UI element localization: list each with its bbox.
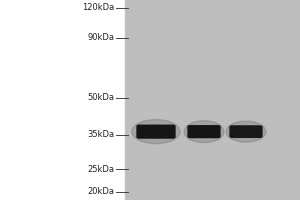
FancyBboxPatch shape bbox=[136, 125, 176, 139]
FancyBboxPatch shape bbox=[188, 125, 221, 138]
Ellipse shape bbox=[184, 121, 224, 143]
Ellipse shape bbox=[132, 120, 180, 144]
Text: 25kDa: 25kDa bbox=[87, 165, 114, 174]
Ellipse shape bbox=[226, 121, 266, 142]
Text: 50kDa: 50kDa bbox=[87, 93, 114, 102]
FancyBboxPatch shape bbox=[230, 125, 263, 138]
Text: 120kDa: 120kDa bbox=[82, 3, 114, 12]
Text: 35kDa: 35kDa bbox=[87, 130, 114, 139]
Text: 90kDa: 90kDa bbox=[87, 33, 114, 42]
Text: 20kDa: 20kDa bbox=[87, 188, 114, 196]
Bar bbox=[124, 0, 300, 200]
